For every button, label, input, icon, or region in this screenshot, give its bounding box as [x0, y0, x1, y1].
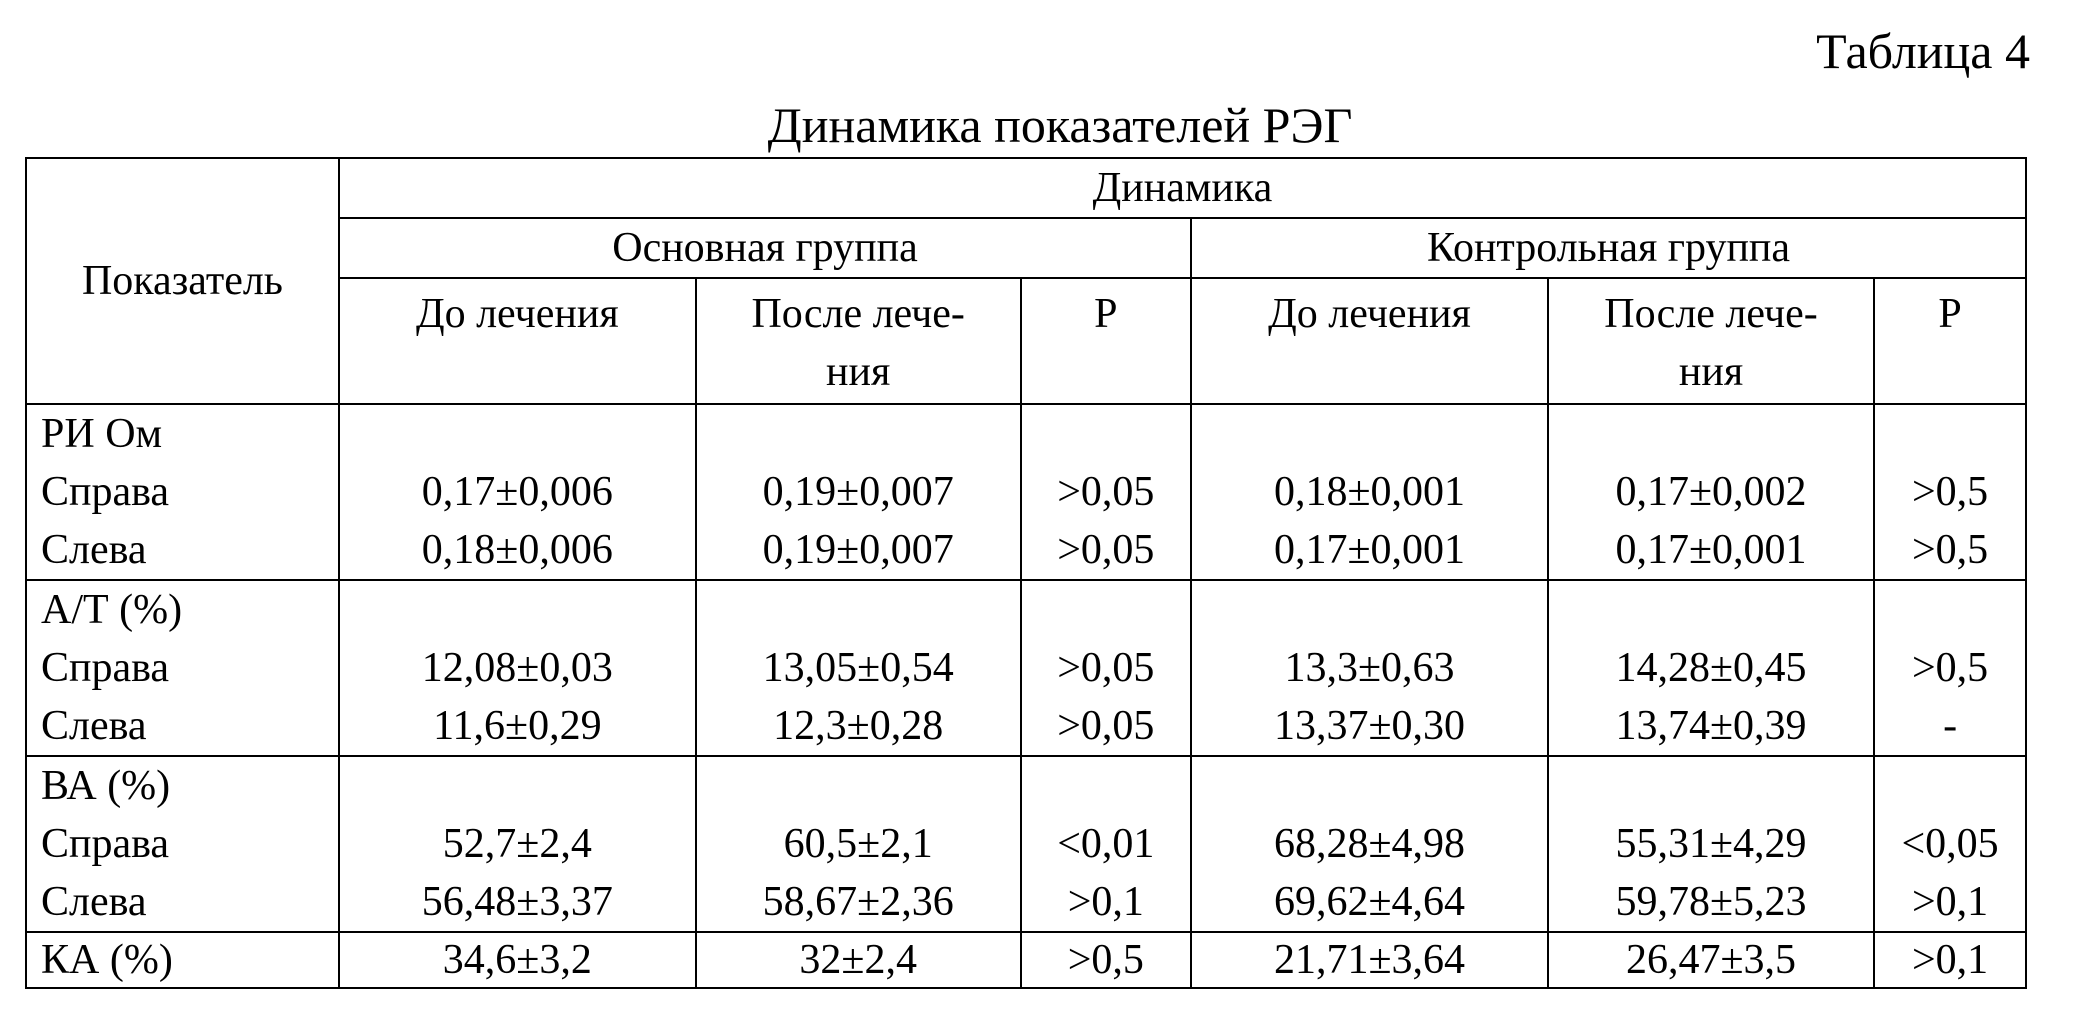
header-dynamics: Динамика — [339, 158, 2026, 218]
main-p-cell: >0,05>0,05 — [1021, 580, 1191, 756]
section-label-cell: ВА (%) Справа Слева — [26, 756, 339, 932]
ctrl-p-cell: <0,05>0,1 — [1874, 756, 2026, 932]
row-label: Справа — [41, 463, 338, 521]
main-after-cell: 60,5±2,158,67±2,36 — [696, 756, 1021, 932]
header-main-after: После лече-ния — [696, 278, 1021, 404]
header-indicator: Показатель — [26, 158, 339, 404]
ctrl-p-cell: >0,5- — [1874, 580, 2026, 756]
main-after-cell: 13,05±0,5412,3±0,28 — [696, 580, 1021, 756]
ctrl-before-cell: 68,28±4,9869,62±4,64 — [1191, 756, 1548, 932]
ctrl-after-cell: 26,47±3,5 — [1548, 932, 1874, 988]
section-label-cell: А/Т (%) Справа Слева — [26, 580, 339, 756]
header-main-group: Основная группа — [339, 218, 1191, 278]
main-before-cell: 52,7±2,456,48±3,37 — [339, 756, 696, 932]
main-after-cell: 0,19±0,0070,19±0,007 — [696, 404, 1021, 580]
main-after-cell: 32±2,4 — [696, 932, 1021, 988]
ctrl-before-cell: 0,18±0,0010,17±0,001 — [1191, 404, 1548, 580]
section-name: РИ Ом — [41, 405, 338, 463]
main-p-cell: <0,01>0,1 — [1021, 756, 1191, 932]
ctrl-before-cell: 13,3±0,6313,37±0,30 — [1191, 580, 1548, 756]
section-row: РИ Ом Справа Слева 0,17±0,0060,18±0,006 … — [26, 404, 2026, 580]
row-label: КА (%) — [26, 932, 339, 988]
row-label: Справа — [41, 639, 338, 697]
ctrl-after-cell: 55,31±4,2959,78±5,23 — [1548, 756, 1874, 932]
header-control-group: Контрольная группа — [1191, 218, 2026, 278]
header-ctrl-after: После лече-ния — [1548, 278, 1874, 404]
ctrl-after-cell: 14,28±0,4513,74±0,39 — [1548, 580, 1874, 756]
row-label: Слева — [41, 697, 338, 755]
ctrl-after-cell: 0,17±0,0020,17±0,001 — [1548, 404, 1874, 580]
section-name: А/Т (%) — [41, 581, 338, 639]
row-label: Справа — [41, 815, 338, 873]
section-row: А/Т (%) Справа Слева 12,08±0,0311,6±0,29… — [26, 580, 2026, 756]
row-label: Слева — [41, 873, 338, 931]
table-title: Динамика показателей РЭГ — [0, 96, 2090, 154]
main-before-cell: 12,08±0,0311,6±0,29 — [339, 580, 696, 756]
main-p-cell: >0,05>0,05 — [1021, 404, 1191, 580]
ctrl-p-cell: >0,1 — [1874, 932, 2026, 988]
main-p-cell: >0,5 — [1021, 932, 1191, 988]
data-table: Показатель Динамика Основная группа Конт… — [25, 157, 2027, 989]
table-number: Таблица 4 — [1816, 22, 2030, 80]
section-name: ВА (%) — [41, 757, 338, 815]
header-main-before: До лечения — [339, 278, 696, 404]
header-ctrl-before: До лечения — [1191, 278, 1548, 404]
header-main-p: Р — [1021, 278, 1191, 404]
ka-row: КА (%) 34,6±3,2 32±2,4 >0,5 21,71±3,64 2… — [26, 932, 2026, 988]
section-row: ВА (%) Справа Слева 52,7±2,456,48±3,37 6… — [26, 756, 2026, 932]
ctrl-p-cell: >0,5>0,5 — [1874, 404, 2026, 580]
section-label-cell: РИ Ом Справа Слева — [26, 404, 339, 580]
main-before-cell: 0,17±0,0060,18±0,006 — [339, 404, 696, 580]
header-ctrl-p: Р — [1874, 278, 2026, 404]
ctrl-before-cell: 21,71±3,64 — [1191, 932, 1548, 988]
main-before-cell: 34,6±3,2 — [339, 932, 696, 988]
row-label: Слева — [41, 521, 338, 579]
